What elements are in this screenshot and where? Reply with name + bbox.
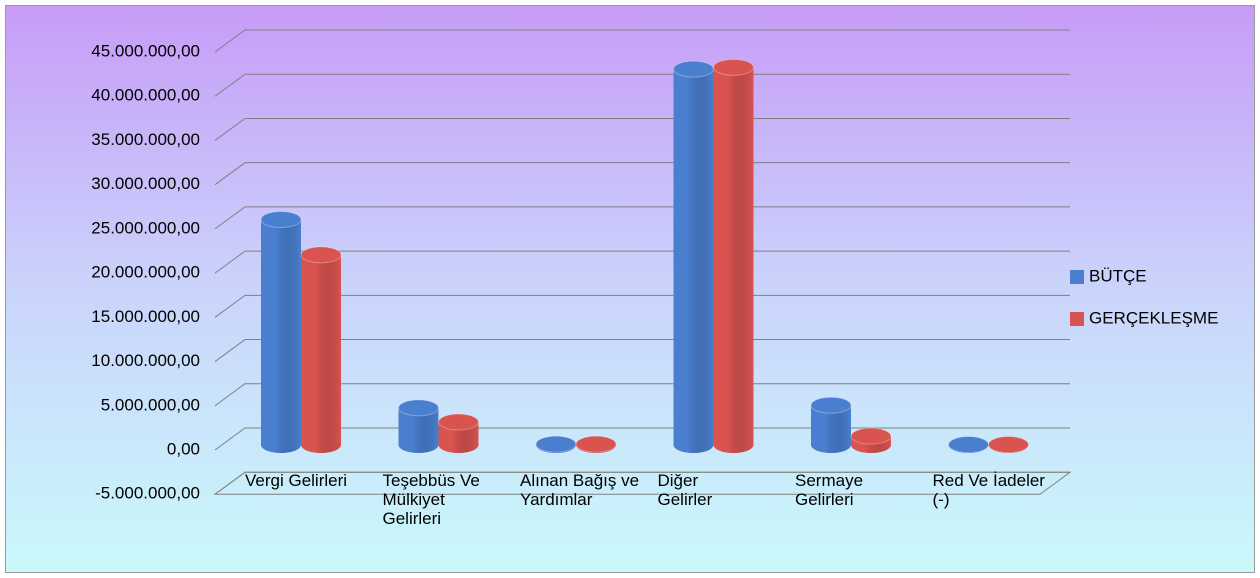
x-tick-label: Red Ve İadeler (-)	[932, 471, 1045, 509]
bar-top	[575, 435, 617, 453]
x-tick-label: Vergi Gelirleri	[245, 471, 348, 490]
grid-line	[214, 206, 1070, 230]
grid-line	[214, 250, 1070, 274]
y-tick-label: 10.000.000,00	[91, 351, 200, 370]
y-tick-label: 40.000.000,00	[91, 86, 200, 105]
bar-top	[713, 58, 754, 76]
grid-line	[214, 427, 1070, 451]
legend-swatch	[1070, 270, 1084, 284]
x-tick-label: Diğer Gelirler	[657, 471, 713, 509]
legend-swatch	[1070, 312, 1084, 326]
background	[5, 5, 1255, 573]
bar-top	[988, 436, 1029, 454]
grid-line	[214, 117, 1070, 141]
grid-line	[214, 471, 1070, 495]
bar-top	[673, 60, 714, 78]
x-tick-label: Sermaye Gelirleri	[795, 471, 864, 509]
y-tick-label: 45.000.000,00	[91, 41, 200, 60]
y-tick-label: 15.000.000,00	[91, 307, 200, 326]
grid-line	[214, 73, 1070, 97]
legend-label: BÜTÇE	[1089, 266, 1147, 285]
x-tick-label: Alınan Bağış ve Yardımlar	[520, 471, 640, 509]
y-tick-label: 35.000.000,00	[91, 130, 200, 149]
grid-line	[214, 29, 1070, 53]
bar-shade	[261, 219, 301, 453]
grid-line	[214, 339, 1070, 362]
bar-top	[948, 436, 989, 454]
y-tick-label: 20.000.000,00	[91, 263, 200, 282]
bar-shade	[713, 67, 754, 453]
bar-top	[438, 413, 479, 431]
bar-top	[810, 396, 852, 414]
bar-shade	[811, 405, 851, 453]
bar-shade	[301, 254, 341, 453]
y-tick-label: 0,00	[167, 439, 200, 458]
y-tick-label: 5.000.000,00	[101, 395, 200, 414]
grid-line	[214, 162, 1070, 186]
y-tick-label: -5.000.000,00	[95, 484, 200, 503]
bar-shade	[438, 422, 479, 453]
bar-top	[398, 399, 439, 417]
bar-shade	[673, 69, 714, 453]
grid-line	[214, 383, 1070, 407]
legend-label: GERÇEKLEŞME	[1089, 308, 1218, 327]
grid-line	[214, 294, 1070, 318]
bar-top	[300, 246, 342, 264]
bar-shade	[398, 407, 439, 453]
y-tick-label: 25.000.000,00	[91, 218, 200, 237]
bar-top	[535, 435, 577, 453]
bar-top	[850, 427, 892, 445]
y-tick-label: 30.000.000,00	[91, 174, 200, 193]
bar-top	[260, 210, 302, 228]
x-tick-label: Teşebbüs Ve Mülkiyet Gelirleri	[382, 471, 480, 528]
